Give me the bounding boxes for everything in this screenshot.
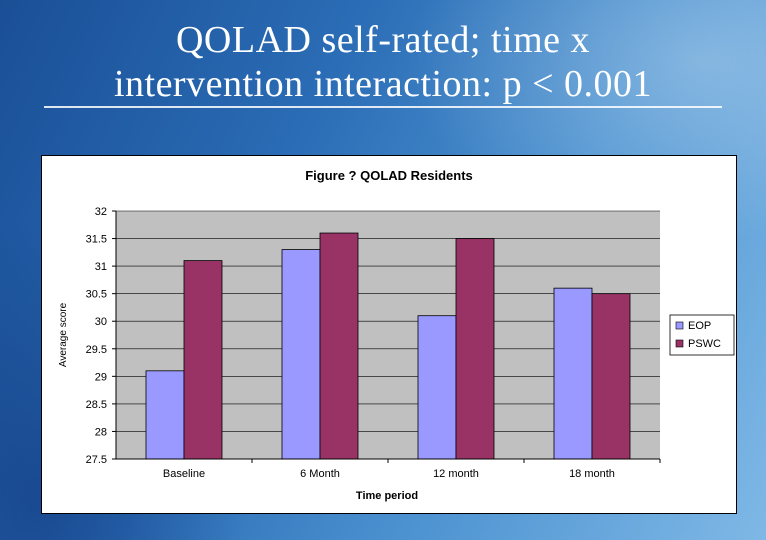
- x-axis-label: Time period: [356, 490, 418, 502]
- bar-pswc: [183, 260, 223, 460]
- x-tick-label: 12 month: [433, 468, 479, 480]
- bar-eop: [281, 249, 321, 460]
- bar-chart: Figure ? QOLAD Residents 32 31.5 31 30.5 30 2…: [58, 168, 735, 502]
- legend: EOP PSWC: [669, 314, 735, 356]
- y-tick-label: 32: [95, 206, 107, 218]
- y-tick-label: 29.5: [86, 344, 107, 356]
- y-tick-label: 27.5: [86, 454, 107, 466]
- y-tick-label: 30: [95, 316, 107, 328]
- y-tick-label: 31: [95, 261, 107, 273]
- y-tick-label: 28: [95, 426, 107, 438]
- x-tick-label: 6 Month: [300, 468, 340, 480]
- bar-eop: [145, 370, 185, 460]
- slide-title-line-2: intervention interaction: p < 0.001: [113, 63, 653, 105]
- legend-swatch-pswc: [675, 339, 684, 348]
- chart-title: Figure ? QOLAD Residents: [305, 168, 473, 183]
- legend-box: [669, 314, 735, 356]
- bar-pswc: [319, 232, 359, 460]
- y-tick-label: 29: [95, 371, 107, 383]
- y-axis-label: Average score: [58, 302, 69, 367]
- x-tick-label: Baseline: [163, 468, 205, 480]
- bars: [145, 232, 631, 460]
- bar-pswc: [591, 293, 631, 460]
- y-tick-label: 31.5: [86, 234, 107, 246]
- x-tick-labels: Baseline 6 Month 12 month 18 month: [163, 468, 615, 480]
- bar-eop: [553, 287, 593, 460]
- bar-eop: [417, 315, 457, 460]
- axes: [112, 210, 661, 463]
- title-underline: [44, 106, 722, 108]
- x-tick-label: 18 month: [569, 468, 615, 480]
- y-tick-label: 28.5: [86, 399, 107, 411]
- legend-label-pswc: PSWC: [688, 338, 721, 350]
- slide-title: QOLAD self-rated; time x intervention in…: [0, 18, 766, 106]
- y-tick-label: 30.5: [86, 289, 107, 301]
- legend-swatch-eop: [675, 321, 684, 330]
- legend-label-eop: EOP: [688, 320, 711, 332]
- chart-container: Figure ? QOLAD Residents 32 31.5 31 30.5 30 2…: [41, 155, 737, 514]
- y-tick-labels: 32 31.5 31 30.5 30 29.5 29 28.5 28 27.5: [86, 206, 107, 466]
- bar-pswc: [455, 238, 495, 460]
- slide-title-line-1: QOLAD self-rated; time x: [175, 19, 591, 61]
